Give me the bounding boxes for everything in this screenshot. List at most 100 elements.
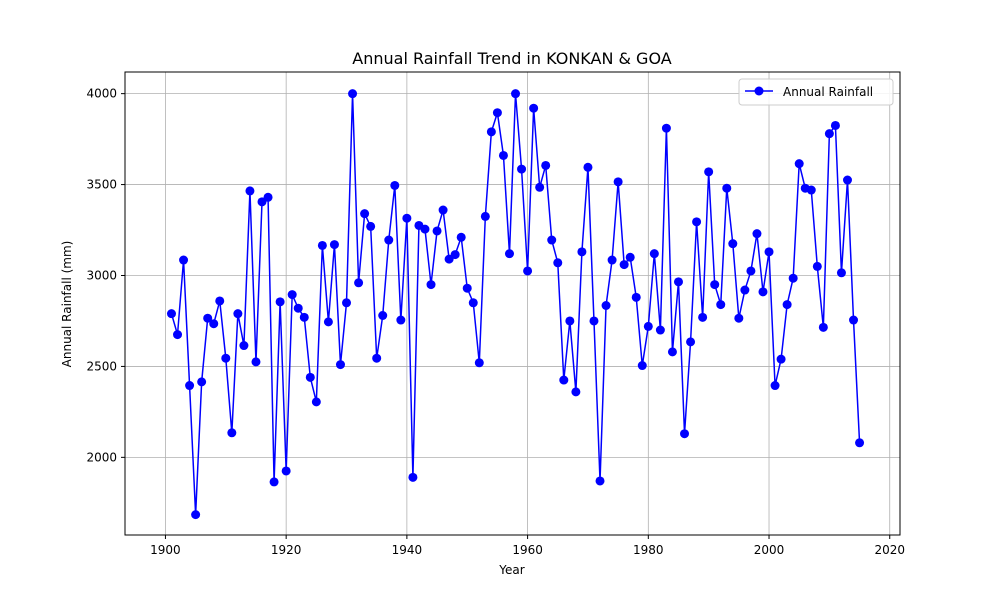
- data-point: [396, 315, 406, 325]
- data-point: [305, 372, 315, 382]
- data-point: [661, 123, 671, 133]
- x-tick-label: 2020: [874, 543, 905, 557]
- y-axis: 2000 2500 3000 3500 4000: [86, 87, 125, 464]
- data-point: [426, 280, 436, 290]
- data-point: [354, 278, 364, 288]
- data-point: [408, 472, 418, 482]
- data-point: [239, 341, 249, 351]
- data-point: [209, 319, 219, 329]
- data-point: [752, 229, 762, 239]
- plot-area: [166, 89, 865, 520]
- data-point: [565, 316, 575, 326]
- data-point: [836, 268, 846, 278]
- data-point: [692, 217, 702, 227]
- x-tick-label: 1940: [392, 543, 423, 557]
- data-point: [535, 182, 545, 192]
- data-point: [456, 232, 466, 242]
- data-point: [746, 266, 756, 276]
- legend-box: [738, 78, 894, 106]
- data-point: [770, 381, 780, 391]
- legend: Annual Rainfall: [738, 78, 894, 106]
- data-point: [643, 321, 653, 331]
- x-axis: 1900 1920 1940 1960 1980 2000 2020: [150, 535, 905, 557]
- data-point: [450, 250, 460, 260]
- data-point: [782, 300, 792, 310]
- data-point: [384, 235, 394, 245]
- y-axis-label: Annual Rainfall (mm): [60, 241, 74, 368]
- chart-title: Annual Rainfall Trend in KONKAN & GOA: [352, 49, 671, 68]
- data-point: [595, 476, 605, 486]
- data-point: [758, 287, 768, 297]
- data-point: [281, 466, 291, 476]
- data-point: [842, 175, 852, 185]
- data-point: [245, 186, 255, 196]
- data-point: [462, 283, 472, 293]
- data-point: [716, 300, 726, 310]
- data-point: [166, 309, 176, 319]
- data-point: [227, 428, 237, 438]
- data-point: [329, 240, 339, 250]
- data-point: [215, 296, 225, 306]
- data-point: [589, 316, 599, 326]
- data-point: [855, 438, 865, 448]
- data-point: [233, 309, 243, 319]
- data-point: [251, 357, 261, 367]
- axes-frame: [124, 71, 901, 536]
- data-point: [438, 205, 448, 215]
- y-tick-label: 3500: [86, 178, 117, 192]
- data-point: [420, 224, 430, 234]
- data-point: [529, 103, 539, 113]
- data-point: [619, 260, 629, 270]
- data-point: [390, 180, 400, 190]
- data-point: [728, 239, 738, 249]
- data-point: [788, 273, 798, 283]
- data-point: [541, 160, 551, 170]
- x-tick-label: 1980: [633, 543, 664, 557]
- x-tick-label: 1920: [271, 543, 302, 557]
- legend-marker: [754, 86, 764, 96]
- data-point: [613, 177, 623, 187]
- data-point: [263, 192, 273, 202]
- data-point: [806, 185, 816, 195]
- data-point: [547, 235, 557, 245]
- data-point: [849, 315, 859, 325]
- data-point: [625, 252, 635, 262]
- x-axis-label: Year: [498, 563, 524, 577]
- y-tick-label: 2000: [86, 450, 117, 464]
- data-point: [607, 255, 617, 265]
- data-point: [492, 108, 502, 118]
- data-point: [655, 325, 665, 335]
- data-point: [734, 313, 744, 323]
- data-point: [740, 285, 750, 295]
- data-point: [366, 221, 376, 231]
- data-point: [794, 159, 804, 169]
- legend-label: Annual Rainfall: [783, 85, 873, 99]
- data-point: [432, 226, 442, 236]
- data-point: [559, 375, 569, 385]
- data-point: [486, 127, 496, 137]
- data-point: [323, 317, 333, 327]
- data-point: [468, 298, 478, 308]
- data-point: [293, 303, 303, 313]
- y-tick-label: 2500: [86, 359, 117, 373]
- data-point: [824, 129, 834, 139]
- data-point: [372, 353, 382, 363]
- y-tick-label: 3000: [86, 268, 117, 282]
- data-point: [601, 301, 611, 310]
- data-point: [667, 347, 677, 357]
- data-point: [197, 377, 207, 387]
- data-point: [348, 89, 358, 99]
- data-point: [287, 290, 297, 300]
- data-point: [511, 89, 521, 99]
- data-point: [498, 150, 508, 160]
- data-point: [517, 164, 527, 174]
- data-point: [704, 167, 714, 177]
- data-point: [698, 312, 708, 322]
- y-tick-label: 4000: [86, 87, 117, 101]
- data-point: [686, 337, 696, 347]
- data-point: [553, 258, 563, 268]
- data-point: [649, 249, 659, 259]
- data-point: [335, 360, 345, 370]
- data-point: [504, 249, 514, 259]
